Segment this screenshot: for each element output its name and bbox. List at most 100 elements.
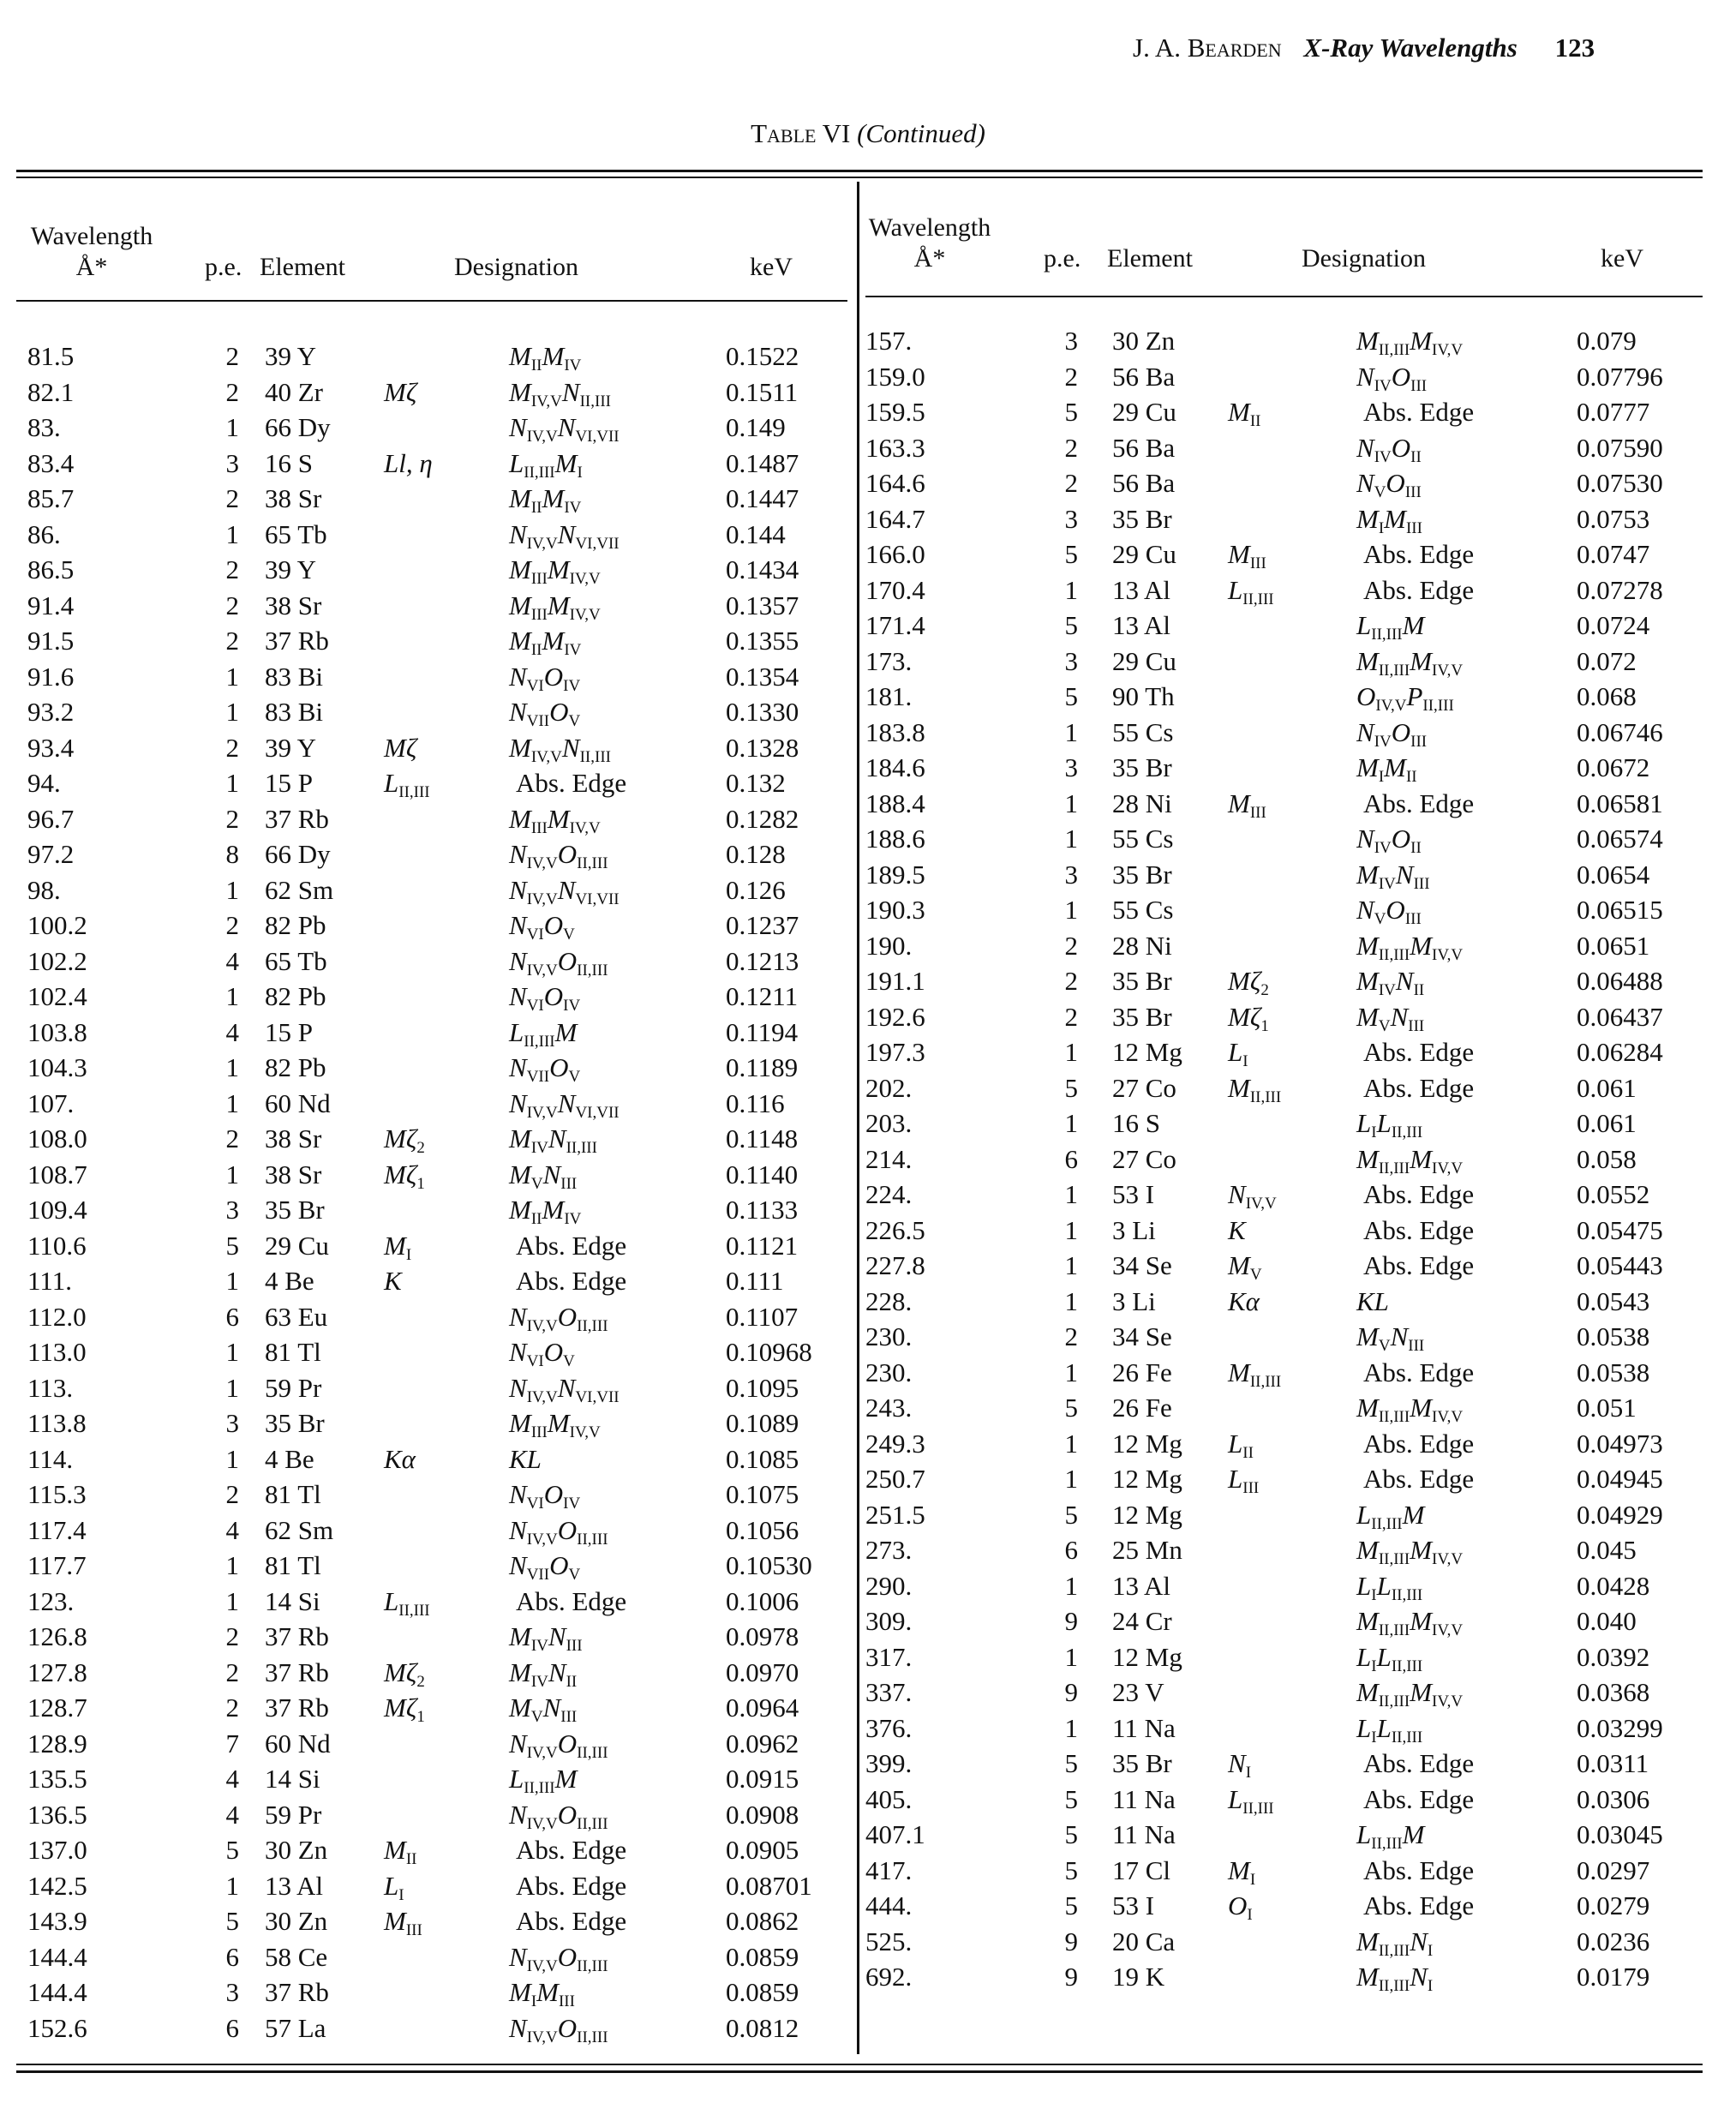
line-symbol: Mζ2: [384, 1656, 425, 1699]
designation: LII,IIIM: [509, 1762, 577, 1806]
kev: 0.111: [726, 1266, 784, 1296]
line-symbol: LIII: [1228, 1462, 1259, 1506]
pe: 1: [1064, 1357, 1079, 1387]
symbol: L: [1228, 1464, 1243, 1494]
designation: Abs. Edge: [516, 1870, 627, 1901]
kev: 0.1189: [726, 1052, 799, 1082]
subscript: I: [1371, 1657, 1377, 1675]
subscript: II,III: [1378, 341, 1410, 359]
symbol: L: [509, 1764, 524, 1794]
pe: 5: [1064, 1783, 1079, 1814]
pe: 1: [1064, 574, 1079, 605]
subscript: IV,V: [1432, 1550, 1464, 1568]
subscript: II,III: [398, 1601, 430, 1620]
designation: LII,IIIM: [1356, 1818, 1424, 1861]
element: 59 Pr: [265, 1799, 322, 1830]
subscript: VI,VII: [575, 1387, 620, 1406]
symbol: Kα: [1228, 1285, 1260, 1316]
subscript: VII: [526, 1068, 550, 1086]
kev: 0.07590: [1577, 432, 1663, 463]
symbol: M: [1356, 1321, 1379, 1351]
kev: 0.06284: [1577, 1037, 1663, 1067]
element: 34 Se: [1112, 1321, 1172, 1351]
subscript: III: [530, 818, 548, 837]
pe: 7: [225, 1728, 240, 1759]
line-symbol: Mζ1: [1228, 1000, 1269, 1044]
subscript: IV,V: [526, 428, 558, 446]
element: 39 Y: [265, 554, 316, 584]
symbol: L: [509, 1016, 524, 1047]
subscript: IV,V: [526, 961, 558, 980]
kev: 0.1148: [726, 1123, 799, 1153]
subscript: VI,VII: [575, 428, 620, 446]
line-symbol: MII: [1228, 395, 1260, 439]
subscript: II,III: [1378, 1941, 1410, 1960]
wavelength: 108.0: [27, 1123, 87, 1153]
column-header: Å*: [913, 244, 946, 273]
symbol: M: [384, 1906, 406, 1936]
kev: 0.07278: [1577, 574, 1663, 605]
subscript: IV,V: [569, 1423, 601, 1441]
subscript: IV: [1374, 732, 1392, 751]
kev: 0.1107: [726, 1301, 799, 1332]
designation: MIVNII: [509, 1656, 577, 1699]
header-rule: [865, 296, 1703, 297]
wavelength: 143.9: [27, 1906, 87, 1936]
symbol: N: [557, 518, 576, 549]
wavelength: 103.8: [27, 1016, 87, 1047]
symbol: M: [1410, 1143, 1433, 1174]
header-rule: [16, 300, 847, 302]
kev: 0.1213: [726, 945, 799, 976]
subscript: III: [1404, 910, 1422, 928]
subscript: I: [1427, 1941, 1434, 1960]
symbol: M: [509, 1195, 531, 1225]
kev: 0.1133: [726, 1195, 799, 1225]
symbol: Mζ: [384, 1159, 417, 1189]
symbol: N: [509, 1728, 527, 1759]
pe: 1: [1064, 895, 1079, 925]
subscript: IV: [530, 1672, 548, 1691]
wavelength: 114.: [27, 1443, 74, 1474]
element: 56 Ba: [1112, 468, 1176, 498]
line-symbol: LII,III: [1228, 1782, 1274, 1826]
symbol: N: [1356, 824, 1374, 854]
subscript: II: [1413, 981, 1425, 999]
kev: 0.144: [726, 518, 786, 549]
kev: 0.1006: [726, 1585, 799, 1616]
symbol: N: [1356, 432, 1374, 463]
subscript: I: [1371, 1123, 1377, 1141]
kev: 0.0306: [1577, 1783, 1650, 1814]
subscript: II,III: [1378, 1977, 1410, 1995]
element: 82 Pb: [265, 910, 326, 940]
designation: NIV,VOII,III: [509, 837, 608, 881]
line-symbol: MV: [1228, 1249, 1262, 1292]
designation: Abs. Edge: [1363, 1037, 1475, 1067]
element: 29 Cu: [1112, 539, 1176, 569]
element: 35 Br: [1112, 1001, 1172, 1032]
pe: 9: [1064, 1677, 1079, 1707]
pe: 1: [1064, 1250, 1079, 1280]
symbol: O: [557, 2012, 578, 2043]
pe: 2: [225, 910, 240, 940]
subscript: 2: [416, 1672, 425, 1691]
wavelength: 98.: [27, 874, 61, 905]
wavelength: 251.5: [865, 1499, 925, 1530]
element: 57 La: [265, 2012, 326, 2043]
subscript: I: [1371, 1585, 1377, 1604]
symbol: N: [509, 1514, 527, 1545]
kev: 0.1211: [726, 981, 799, 1011]
element: 82 Pb: [265, 981, 326, 1011]
pe: 8: [225, 839, 240, 869]
symbol: L: [1376, 1712, 1392, 1743]
symbol: M: [536, 1977, 559, 2007]
symbol: N: [548, 1123, 566, 1153]
element: 55 Cs: [1112, 716, 1174, 747]
pe: 3: [225, 1977, 240, 2007]
kev: 0.05443: [1577, 1250, 1663, 1280]
element: 27 Co: [1112, 1072, 1176, 1103]
pe: 1: [1064, 1464, 1079, 1494]
designation: Abs. Edge: [1363, 1748, 1475, 1778]
line-symbol: OI: [1228, 1889, 1253, 1932]
symbol: P: [1406, 681, 1423, 711]
pe: 5: [1064, 1854, 1079, 1885]
